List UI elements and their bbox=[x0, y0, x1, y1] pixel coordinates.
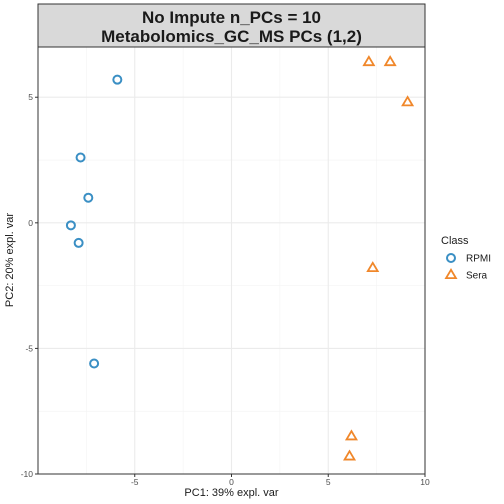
y-tick-label: -5 bbox=[25, 343, 33, 353]
y-axis-title: PC2: 20% expl. var bbox=[4, 213, 16, 307]
plot-panel bbox=[38, 47, 425, 474]
y-tick-label: 5 bbox=[28, 92, 33, 102]
chart-title-line-1: No Impute n_PCs = 10 bbox=[142, 8, 321, 27]
legend-label-rpmi: RPMI bbox=[466, 254, 491, 265]
legend-title: Class bbox=[441, 235, 469, 247]
facet-strip: No Impute n_PCs = 10 Metabolomics_GC_MS … bbox=[38, 4, 425, 47]
x-tick-label: 5 bbox=[326, 477, 331, 487]
x-axis-title: PC1: 39% expl. var bbox=[184, 487, 278, 499]
x-tick-label: -5 bbox=[131, 477, 139, 487]
y-tick-label: -10 bbox=[21, 469, 34, 479]
chart-title-line-2: Metabolomics_GC_MS PCs (1,2) bbox=[101, 27, 362, 46]
x-tick-label: 10 bbox=[420, 477, 430, 487]
x-tick-label: 0 bbox=[229, 477, 234, 487]
y-tick-label: 0 bbox=[28, 218, 33, 228]
legend-label-sera: Sera bbox=[466, 271, 488, 282]
